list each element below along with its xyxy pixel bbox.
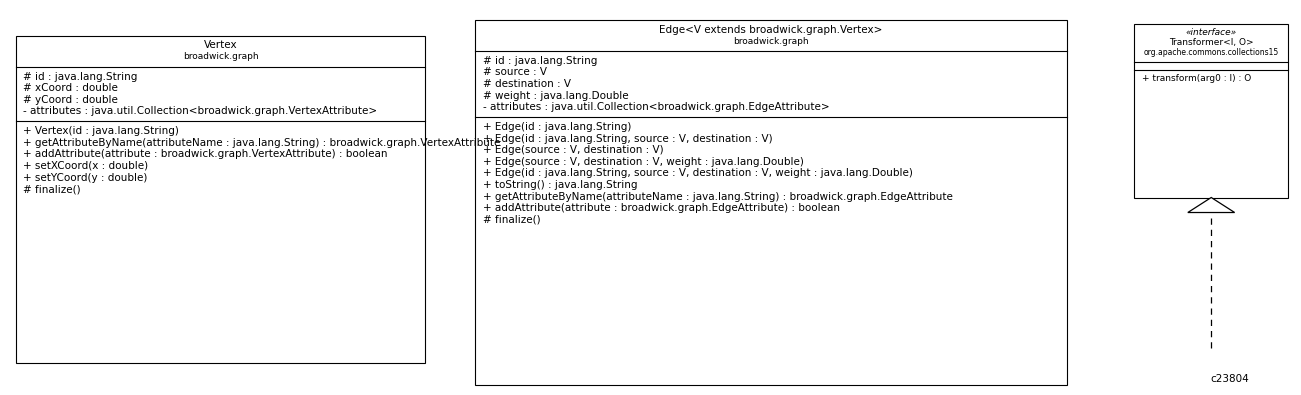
Text: + Edge(id : java.lang.String): + Edge(id : java.lang.String) <box>483 122 631 132</box>
Text: broadwick.graph: broadwick.graph <box>182 53 259 62</box>
Text: # source : V: # source : V <box>483 68 546 77</box>
Text: «interface»: «interface» <box>1185 28 1237 37</box>
Text: + getAttributeByName(attributeName : java.lang.String) : broadwick.graph.EdgeAtt: + getAttributeByName(attributeName : jav… <box>483 192 952 202</box>
Bar <box>475 20 1067 385</box>
Text: + setXCoord(x : double): + setXCoord(x : double) <box>23 161 148 171</box>
Text: + getAttributeByName(attributeName : java.lang.String) : broadwick.graph.VertexA: + getAttributeByName(attributeName : jav… <box>23 138 501 148</box>
Text: # weight : java.lang.Double: # weight : java.lang.Double <box>483 91 628 101</box>
Text: # finalize(): # finalize() <box>23 184 81 194</box>
Text: + addAttribute(attribute : broadwick.graph.EdgeAttribute) : boolean: + addAttribute(attribute : broadwick.gra… <box>483 203 839 213</box>
Text: # finalize(): # finalize() <box>483 215 540 225</box>
Text: # destination : V: # destination : V <box>483 79 571 89</box>
Text: Vertex: Vertex <box>204 40 237 51</box>
Text: Transformer<I, O>: Transformer<I, O> <box>1168 38 1254 47</box>
Text: - attributes : java.util.Collection<broadwick.graph.VertexAttribute>: - attributes : java.util.Collection<broa… <box>23 107 377 117</box>
Polygon shape <box>1188 198 1235 213</box>
Text: + transform(arg0 : I) : O: + transform(arg0 : I) : O <box>1142 75 1252 83</box>
Text: + addAttribute(attribute : broadwick.graph.VertexAttribute) : boolean: + addAttribute(attribute : broadwick.gra… <box>23 149 388 159</box>
Text: Edge<V extends broadwick.graph.Vertex>: Edge<V extends broadwick.graph.Vertex> <box>660 24 882 35</box>
Text: + Edge(id : java.lang.String, source : V, destination : V, weight : java.lang.Do: + Edge(id : java.lang.String, source : V… <box>483 168 912 179</box>
Text: + setYCoord(y : double): + setYCoord(y : double) <box>23 173 148 182</box>
Text: c23804: c23804 <box>1210 374 1249 384</box>
Bar <box>1134 24 1288 198</box>
Text: - attributes : java.util.Collection<broadwick.graph.EdgeAttribute>: - attributes : java.util.Collection<broa… <box>483 102 829 112</box>
Text: org.apache.commons.collections15: org.apache.commons.collections15 <box>1144 49 1279 57</box>
Bar <box>16 36 425 363</box>
Text: + Vertex(id : java.lang.String): + Vertex(id : java.lang.String) <box>23 126 180 136</box>
Text: # yCoord : double: # yCoord : double <box>23 95 118 105</box>
Text: + toString() : java.lang.String: + toString() : java.lang.String <box>483 180 637 190</box>
Text: # xCoord : double: # xCoord : double <box>23 83 118 93</box>
Text: + Edge(source : V, destination : V): + Edge(source : V, destination : V) <box>483 145 664 155</box>
Text: broadwick.graph: broadwick.graph <box>732 37 809 46</box>
Text: # id : java.lang.String: # id : java.lang.String <box>23 71 138 82</box>
Text: # id : java.lang.String: # id : java.lang.String <box>483 56 597 66</box>
Text: + Edge(source : V, destination : V, weight : java.lang.Double): + Edge(source : V, destination : V, weig… <box>483 157 804 167</box>
Text: + Edge(id : java.lang.String, source : V, destination : V): + Edge(id : java.lang.String, source : V… <box>483 134 773 143</box>
